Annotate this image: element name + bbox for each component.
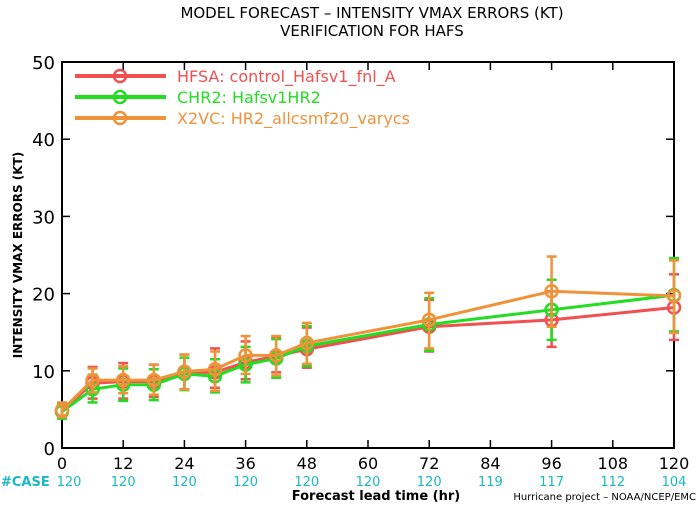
x-tick-label: 24 bbox=[174, 454, 194, 473]
case-count: 120 bbox=[57, 475, 82, 490]
data-point bbox=[115, 372, 131, 388]
case-count: 120 bbox=[172, 475, 197, 490]
case-count: 120 bbox=[294, 475, 319, 490]
credit-text: Hurricane project – NOAA/NCEP/EMC bbox=[513, 492, 696, 503]
case-count: 104 bbox=[662, 475, 687, 490]
x-tick-label: 84 bbox=[480, 454, 500, 473]
x-tick-label: 48 bbox=[297, 454, 317, 473]
plot-area: 0 10 20 30 40 50 0 12 24 36 48 60 72 84 96 108 120 120 120… bbox=[32, 53, 689, 490]
y-axis-label: INTENSITY VMAX ERRORS (KT) bbox=[11, 152, 25, 358]
case-count: 119 bbox=[478, 475, 503, 490]
data-point bbox=[207, 362, 223, 377]
y-tick-label: 0 bbox=[44, 439, 55, 460]
data-point bbox=[238, 348, 253, 363]
y-tick-label: 20 bbox=[32, 285, 55, 306]
legend-label: CHR2: Hafsv1HR2 bbox=[177, 88, 321, 107]
y-tick-label: 50 bbox=[32, 53, 55, 74]
legend-marker bbox=[112, 89, 128, 105]
legend-label: X2VC: HR2_allcsmf20_varycs bbox=[177, 109, 410, 129]
x-tick-label: 36 bbox=[235, 454, 255, 473]
data-point bbox=[666, 288, 682, 304]
data-point bbox=[268, 348, 284, 363]
x-tick-label: 72 bbox=[419, 454, 439, 473]
chart-title: MODEL FORECAST – INTENSITY VMAX ERRORS (… bbox=[180, 4, 563, 22]
y-tick-label: 10 bbox=[32, 362, 55, 383]
case-count: 117 bbox=[539, 475, 564, 490]
legend-marker bbox=[112, 110, 128, 126]
x-tick-label: 96 bbox=[541, 454, 561, 473]
data-point bbox=[85, 372, 100, 388]
x-tick-label: 0 bbox=[57, 454, 67, 473]
x-tick-label: 120 bbox=[659, 454, 690, 473]
data-point bbox=[421, 312, 437, 328]
data-point bbox=[146, 372, 162, 388]
data-point bbox=[544, 284, 559, 299]
y-tick-label: 40 bbox=[32, 130, 55, 151]
series-1 bbox=[54, 273, 682, 420]
case-count: 120 bbox=[417, 475, 442, 490]
case-count: 120 bbox=[111, 475, 136, 490]
y-tick-label: 30 bbox=[32, 207, 55, 228]
data-point bbox=[177, 364, 192, 379]
chart-subtitle: VERIFICATION FOR HAFS bbox=[280, 22, 464, 40]
legend-marker bbox=[112, 68, 128, 84]
case-count: 112 bbox=[600, 475, 625, 490]
x-tick-label: 60 bbox=[358, 454, 378, 473]
data-point bbox=[299, 335, 315, 351]
x-tick-label: 108 bbox=[598, 454, 629, 473]
series-3 bbox=[54, 255, 682, 419]
case-count: 120 bbox=[356, 475, 381, 490]
x-axis-label: Forecast lead time (hr) bbox=[292, 489, 460, 504]
x-tick-label: 12 bbox=[113, 454, 133, 473]
data-point bbox=[54, 402, 70, 418]
legend-label: HFSA: control_Hafsv1_fnl_A bbox=[177, 67, 396, 87]
case-label: #CASE bbox=[1, 475, 50, 490]
case-count: 120 bbox=[233, 475, 258, 490]
